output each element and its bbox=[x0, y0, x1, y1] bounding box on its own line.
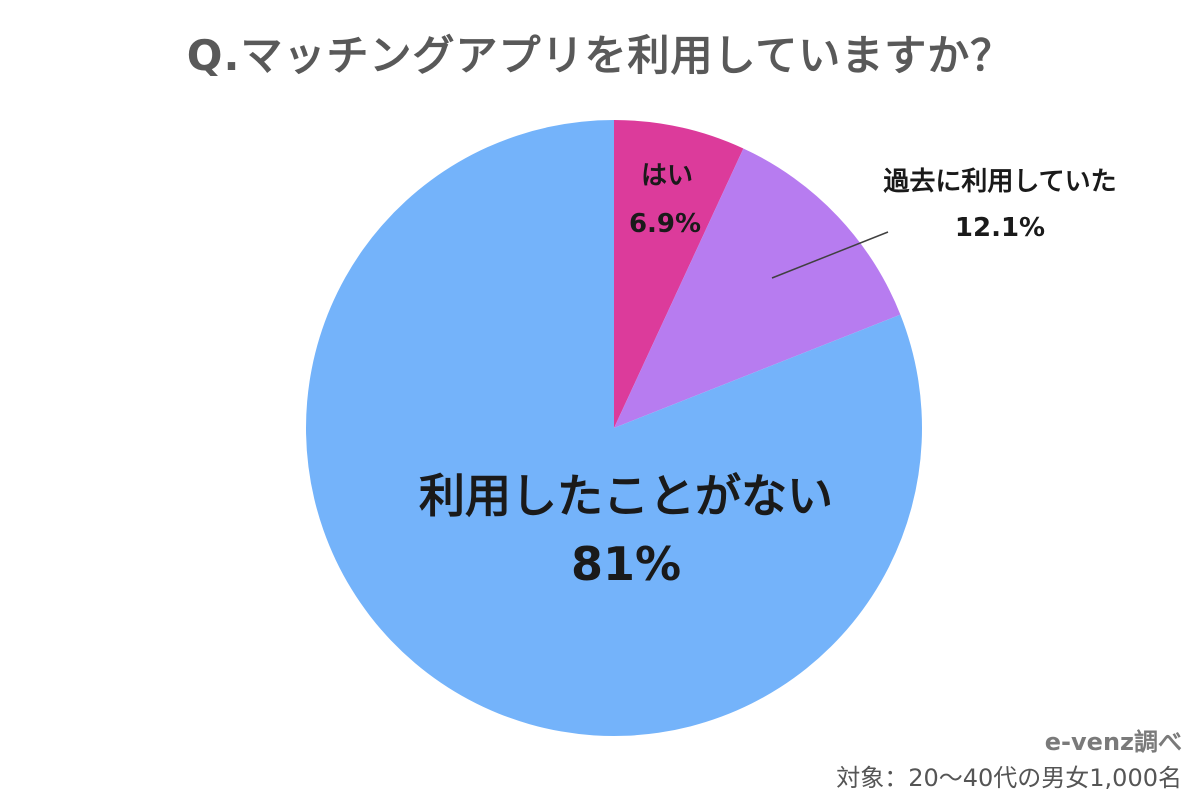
source-note: e-venz調べ bbox=[1044, 728, 1182, 756]
pie-slice-3 bbox=[305, 119, 922, 736]
slice-label-name-3: 利用したことがない bbox=[419, 469, 833, 523]
slice-label-value-1: 6.9% bbox=[629, 209, 701, 239]
pie-slice-2 bbox=[614, 148, 901, 428]
survey-target-note: 対象：20〜40代の男女1,000名 bbox=[836, 764, 1182, 792]
slice-label-name-2: 過去に利用していた bbox=[883, 167, 1116, 197]
pie-slice-1 bbox=[614, 120, 744, 428]
slice-label-name-1: はい bbox=[641, 161, 693, 191]
leader-line-2 bbox=[771, 231, 889, 279]
chart-title: Q.マッチングアプリを利用していますか？ bbox=[186, 31, 1014, 80]
slice-label-value-3: 81% bbox=[571, 537, 681, 591]
slice-label-value-2: 12.1% bbox=[955, 213, 1045, 243]
